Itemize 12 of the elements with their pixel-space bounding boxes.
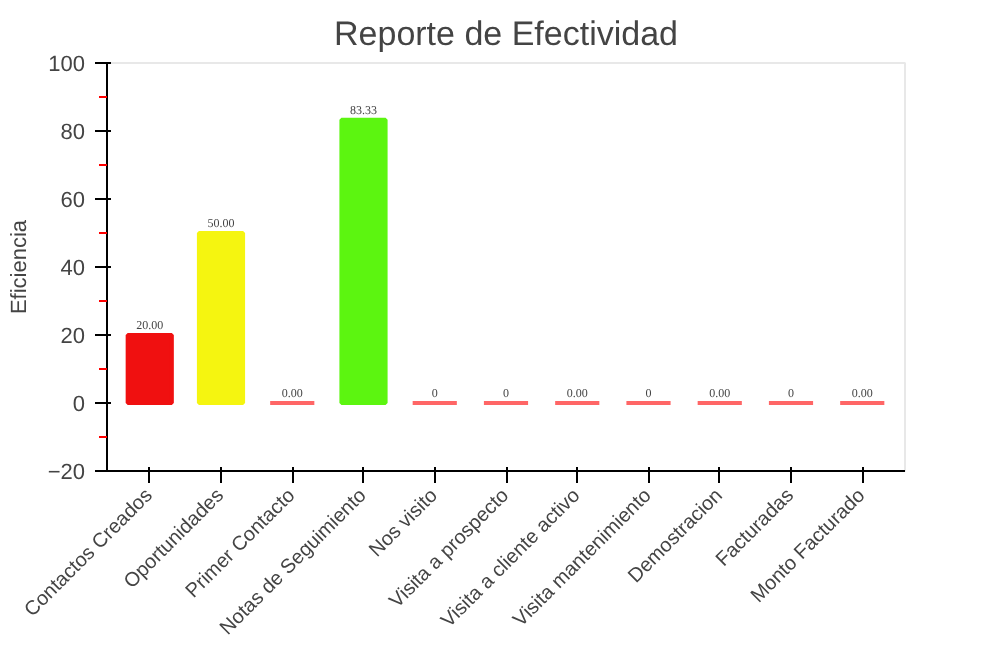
y-tick-label: 80 [60, 121, 86, 145]
y-tick-label: 0 [72, 393, 86, 417]
bar [125, 333, 174, 405]
bar [339, 117, 388, 405]
bar [196, 231, 246, 405]
y-tick-label: 60 [60, 189, 86, 213]
y-tick-label: 40 [60, 257, 86, 281]
y-axis-title: Eficiencia [7, 218, 32, 315]
chart-title: Reporte de Efectividad [334, 15, 679, 53]
y-tick-label: 100 [48, 53, 86, 77]
y-tick-label: −20 [47, 461, 86, 485]
y-tick-label: 20 [60, 325, 86, 349]
